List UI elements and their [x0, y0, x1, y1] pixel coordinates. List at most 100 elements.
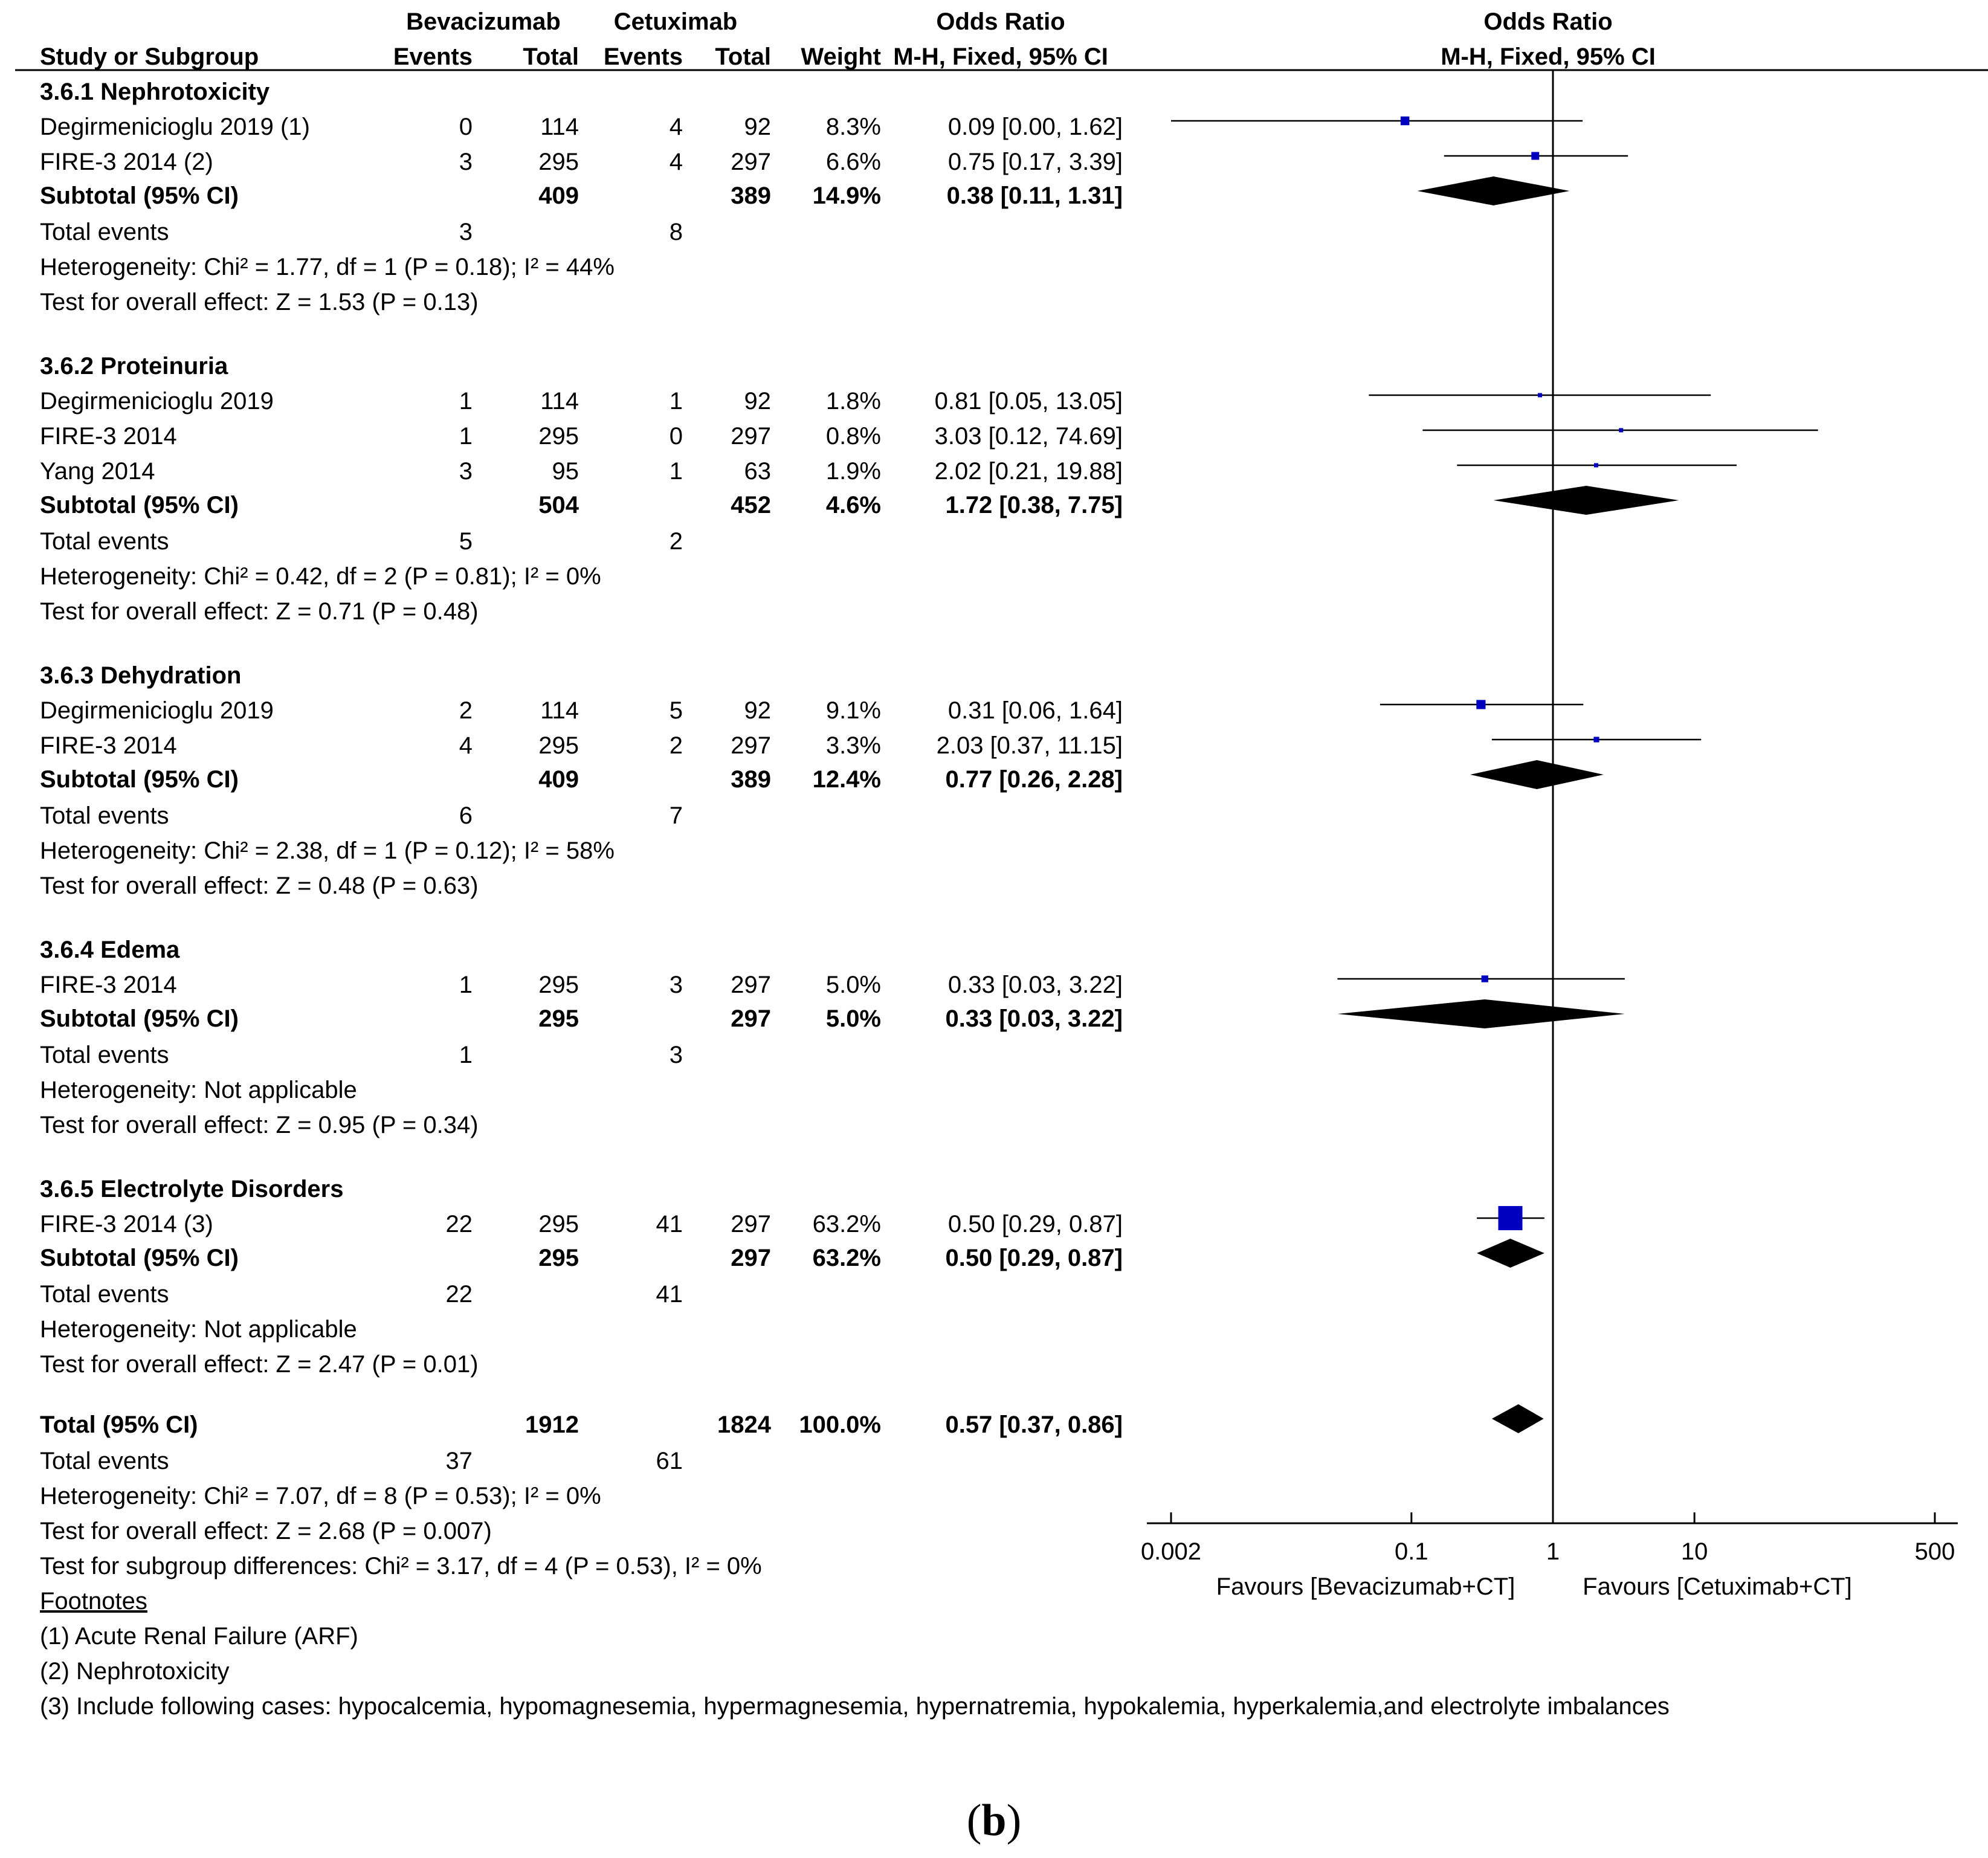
- subgroup-title: 3.6.4 Edema: [40, 937, 180, 963]
- subtotal-total2: 452: [731, 492, 771, 518]
- study-marker: [1593, 737, 1599, 743]
- study-weight: 3.3%: [825, 732, 881, 759]
- study-total1: 114: [540, 114, 579, 140]
- study-name: Degirmenicioglu 2019 (1): [40, 114, 310, 140]
- study-events2: 3: [669, 972, 683, 998]
- study-ci: 0.09 [0.00, 1.62]: [947, 114, 1123, 140]
- study-weight: 9.1%: [825, 697, 881, 724]
- study-marker: [1619, 428, 1624, 433]
- study-name: Yang 2014: [40, 458, 155, 485]
- study-total1: 295: [538, 149, 579, 175]
- study-total2: 297: [731, 732, 771, 759]
- total-weight: 100.0%: [799, 1411, 881, 1438]
- study-name: FIRE-3 2014: [40, 972, 177, 998]
- total-events-label: Total events: [40, 528, 169, 555]
- subtotal-diamond: [1417, 176, 1570, 205]
- or-header: Odds Ratio: [936, 8, 1065, 35]
- study-events2: 0: [669, 423, 683, 450]
- study-ci: 2.02 [0.21, 19.88]: [934, 458, 1123, 485]
- total-label: Total (95% CI): [40, 1411, 198, 1438]
- study-events1: 3: [459, 458, 473, 485]
- study-weight: 63.2%: [812, 1211, 881, 1237]
- study-marker: [1400, 116, 1410, 126]
- study-column-header: Study or Subgroup: [40, 44, 259, 70]
- study-marker: [1481, 975, 1488, 982]
- x-tick-label: 500: [1914, 1538, 1955, 1565]
- heterogeneity-text: Heterogeneity: Not applicable: [40, 1077, 357, 1103]
- study-ci: 2.03 [0.37, 11.15]: [936, 732, 1123, 759]
- heterogeneity-text: Heterogeneity: Not applicable: [40, 1316, 357, 1343]
- group1-header: Bevacizumab: [406, 8, 561, 35]
- study-total1: 114: [540, 388, 579, 415]
- subtotal-label: Subtotal (95% CI): [40, 1245, 239, 1271]
- total-events2: 2: [669, 528, 683, 555]
- subgroup-title: 3.6.3 Dehydration: [40, 662, 242, 689]
- study-events1: 1: [459, 972, 473, 998]
- study-events2: 41: [656, 1211, 683, 1237]
- study-ci: 0.33 [0.03, 3.22]: [947, 972, 1123, 998]
- study-total2: 297: [731, 423, 771, 450]
- study-total1: 114: [540, 697, 579, 724]
- footnote-item: (1) Acute Renal Failure (ARF): [40, 1623, 358, 1650]
- study-name: Degirmenicioglu 2019: [40, 388, 274, 415]
- study-ci: 0.81 [0.05, 13.05]: [934, 388, 1123, 415]
- subtotal-weight: 12.4%: [812, 766, 881, 793]
- footnote-item: (2) Nephrotoxicity: [40, 1658, 230, 1685]
- subtotal-weight: 4.6%: [825, 492, 881, 518]
- x-tick-label: 10: [1680, 1538, 1708, 1565]
- subgroup-differences: Test for subgroup differences: Chi² = 3.…: [40, 1553, 762, 1579]
- study-events2: 4: [669, 149, 683, 175]
- study-total2: 297: [731, 149, 771, 175]
- study-total1: 295: [538, 732, 579, 759]
- heterogeneity-text: Heterogeneity: Chi² = 1.77, df = 1 (P = …: [40, 254, 615, 280]
- overall-events1: 37: [445, 1448, 473, 1474]
- subtotal-total2: 297: [731, 1005, 771, 1032]
- overall-events2: 61: [656, 1448, 683, 1474]
- subtotal-diamond: [1477, 1239, 1544, 1268]
- study-weight: 6.6%: [825, 149, 881, 175]
- favours-right-label: Favours [Cetuximab+CT]: [1583, 1573, 1852, 1600]
- study-ci: 0.50 [0.29, 0.87]: [947, 1211, 1123, 1237]
- total-total1: 1912: [525, 1411, 579, 1438]
- total-events1: 1: [459, 1042, 473, 1068]
- study-total1: 295: [538, 423, 579, 450]
- study-name: FIRE-3 2014 (2): [40, 149, 213, 175]
- study-total2: 92: [744, 388, 772, 415]
- study-ci: 0.31 [0.06, 1.64]: [947, 697, 1123, 724]
- overall-heterogeneity: Heterogeneity: Chi² = 7.07, df = 8 (P = …: [40, 1483, 601, 1509]
- study-events2: 4: [669, 114, 683, 140]
- study-weight: 1.8%: [825, 388, 881, 415]
- subgroup-title: 3.6.2 Proteinuria: [40, 353, 228, 379]
- subtotal-label: Subtotal (95% CI): [40, 766, 239, 793]
- method-column-header: M-H, Fixed, 95% CI: [893, 44, 1108, 70]
- study-events1: 1: [459, 388, 473, 415]
- plot-header: Odds Ratio: [1483, 8, 1613, 35]
- overall-effect-text: Test for overall effect: Z = 0.71 (P = 0…: [40, 598, 479, 625]
- total-events1: 6: [459, 802, 473, 829]
- total-events2: 8: [669, 219, 683, 245]
- subtotal-total2: 297: [731, 1245, 771, 1271]
- total-events1: 5: [459, 528, 473, 555]
- x-tick-label: 0.002: [1140, 1538, 1202, 1565]
- study-name: Degirmenicioglu 2019: [40, 697, 274, 724]
- events2-column-header: Events: [603, 44, 683, 70]
- study-events1: 2: [459, 697, 473, 724]
- total-events1: 3: [459, 219, 473, 245]
- study-events2: 1: [669, 388, 683, 415]
- subtotal-total1: 409: [538, 766, 579, 793]
- subtotal-diamond: [1470, 760, 1604, 789]
- total-events-label: Total events: [40, 802, 169, 829]
- study-total2: 92: [744, 114, 772, 140]
- total-events2: 3: [669, 1042, 683, 1068]
- total-events-label: Total events: [40, 1281, 169, 1308]
- overall-events-label: Total events: [40, 1448, 169, 1474]
- total-ci: 0.57 [0.37, 0.86]: [945, 1411, 1123, 1438]
- study-marker: [1476, 700, 1486, 709]
- study-events1: 3: [459, 149, 473, 175]
- subtotal-ci: 0.50 [0.29, 0.87]: [945, 1245, 1123, 1271]
- study-weight: 8.3%: [825, 114, 881, 140]
- subtotal-total1: 504: [538, 492, 579, 518]
- subtotal-diamond: [1493, 486, 1679, 515]
